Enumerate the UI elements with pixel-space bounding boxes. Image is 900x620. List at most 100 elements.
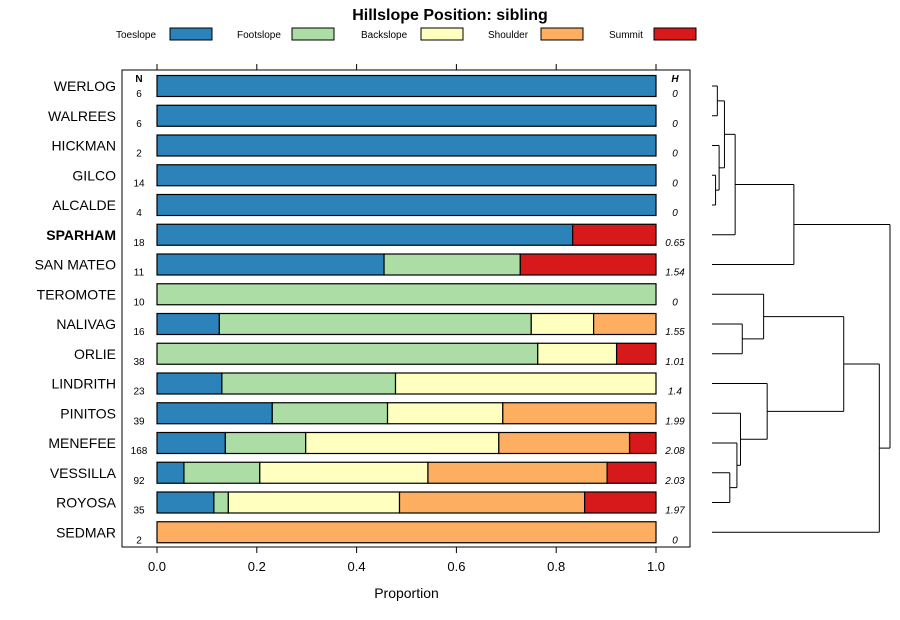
row-h-werlog: 0 xyxy=(672,89,678,100)
bar-segment-lindrith-toeslope xyxy=(156,372,223,395)
bar-segment-royosa-footslope xyxy=(213,491,229,514)
row-h-gilco: 0 xyxy=(672,178,678,189)
legend: Toeslope Footslope Backslope Shoulder Summit xyxy=(116,27,697,41)
row-label-menefee: MENEFEE xyxy=(48,435,116,451)
row-label-san-mateo: SAN MATEO xyxy=(35,257,117,273)
row-n-walrees: 6 xyxy=(136,119,142,130)
bar-segment-sparham-toeslope xyxy=(156,223,574,246)
row-h-pinitos: 1.99 xyxy=(665,416,685,427)
x-tick-label: 0.8 xyxy=(547,559,565,574)
n-column-header: N xyxy=(135,74,142,85)
row-label-sparham: SPARHAM xyxy=(46,227,116,243)
row-n-alcalde: 4 xyxy=(136,208,142,219)
row-n-san-mateo: 11 xyxy=(134,268,145,279)
bar-segment-royosa-shoulder xyxy=(398,491,586,514)
legend-swatch-summit xyxy=(653,27,697,41)
bar-segment-orlie-backslope xyxy=(537,342,618,365)
bar-segment-hickman-toeslope xyxy=(156,134,657,157)
row-label-teromote: TEROMOTE xyxy=(37,286,116,302)
row-h-sedmar: 0 xyxy=(672,535,678,546)
row-n-lindrith: 23 xyxy=(133,387,145,398)
row-n-hickman: 2 xyxy=(136,149,142,160)
legend-label-toeslope: Toeslope xyxy=(116,30,156,41)
bar-segment-pinitos-footslope xyxy=(271,402,389,425)
legend-swatch-toeslope xyxy=(169,27,213,41)
legend-label-shoulder: Shoulder xyxy=(488,30,529,41)
bar-segment-pinitos-backslope xyxy=(386,402,504,425)
row-label-orlie: ORLIE xyxy=(74,346,116,362)
row-n-orlie: 38 xyxy=(133,357,145,368)
bar-segment-teromote-footslope xyxy=(156,283,657,306)
bar-segment-menefee-footslope xyxy=(224,431,307,455)
legend-swatch-footslope xyxy=(291,27,335,41)
row-label-walrees: WALREES xyxy=(48,108,116,124)
row-label-nalivag: NALIVAG xyxy=(56,316,116,332)
row-label-hickman: HICKMAN xyxy=(51,138,116,154)
bar-segment-vessilla-backslope xyxy=(259,461,429,484)
row-h-lindrith: 1.4 xyxy=(668,387,682,398)
x-axis-label: Proportion xyxy=(374,585,439,601)
bar-segment-nalivag-footslope xyxy=(218,312,532,336)
bar-segment-royosa-summit xyxy=(584,491,657,514)
bar-segment-san-mateo-toeslope xyxy=(156,253,385,276)
row-h-alcalde: 0 xyxy=(672,208,678,219)
bar-segment-vessilla-shoulder xyxy=(427,461,608,484)
row-h-san-mateo: 1.54 xyxy=(665,268,685,279)
bar-segment-alcalde-toeslope xyxy=(156,193,657,217)
row-h-vessilla: 2.03 xyxy=(664,476,685,487)
row-h-menefee: 2.08 xyxy=(664,446,685,457)
row-h-walrees: 0 xyxy=(672,119,678,130)
x-tick-label: 0.6 xyxy=(447,559,465,574)
bar-segment-vessilla-summit xyxy=(606,461,657,484)
bar-segment-menefee-backslope xyxy=(305,431,500,455)
bar-segment-lindrith-footslope xyxy=(221,372,397,395)
bar-segment-vessilla-toeslope xyxy=(156,461,185,484)
row-label-vessilla: VESSILLA xyxy=(50,465,117,481)
row-h-hickman: 0 xyxy=(672,149,678,160)
bar-segment-pinitos-toeslope xyxy=(156,402,273,425)
row-h-teromote: 0 xyxy=(672,297,678,308)
row-n-royosa: 35 xyxy=(133,506,145,517)
row-n-sedmar: 2 xyxy=(136,535,142,546)
row-h-sparham: 0.65 xyxy=(665,238,685,249)
bar-segment-vessilla-footslope xyxy=(183,461,261,484)
row-n-werlog: 6 xyxy=(136,89,142,100)
bar-segment-sparham-summit xyxy=(572,223,657,246)
row-label-gilco: GILCO xyxy=(72,167,116,183)
bar-segment-werlog-toeslope xyxy=(156,74,657,98)
legend-label-backslope: Backslope xyxy=(361,30,408,41)
row-n-vessilla: 92 xyxy=(133,476,145,487)
row-h-royosa: 1.97 xyxy=(665,506,685,517)
row-n-sparham: 18 xyxy=(133,238,145,249)
bar-segment-orlie-footslope xyxy=(156,342,539,365)
bar-segment-nalivag-backslope xyxy=(530,312,595,336)
bars-group: WERLOG 6 0 WALREES 6 0 HICKMAN 2 0 GILCO 14 0 ALCALD… xyxy=(35,74,685,546)
x-tick-label: 1.0 xyxy=(647,559,665,574)
chart-title: Hillslope Position: sibling xyxy=(352,7,548,24)
x-tick-label: 0.0 xyxy=(148,559,166,574)
row-n-nalivag: 16 xyxy=(133,327,145,338)
row-n-menefee: 168 xyxy=(131,446,148,457)
row-h-orlie: 1.01 xyxy=(665,357,684,368)
bar-segment-royosa-backslope xyxy=(227,491,401,514)
bar-segment-orlie-summit xyxy=(615,342,657,365)
bar-segment-menefee-summit xyxy=(628,431,657,455)
x-axis: 0.0 0.2 0.4 0.6 0.8 1.0 xyxy=(148,64,665,574)
bar-segment-nalivag-shoulder xyxy=(593,312,657,336)
row-n-gilco: 14 xyxy=(133,178,145,189)
bar-segment-gilco-toeslope xyxy=(156,164,657,187)
legend-swatch-backslope xyxy=(420,27,464,41)
x-tick-label: 0.2 xyxy=(248,559,266,574)
row-label-pinitos: PINITOS xyxy=(60,405,116,421)
bar-segment-pinitos-shoulder xyxy=(502,402,657,425)
row-label-lindrith: LINDRITH xyxy=(51,376,116,392)
row-n-pinitos: 39 xyxy=(133,416,145,427)
legend-label-summit: Summit xyxy=(609,30,643,41)
row-h-nalivag: 1.55 xyxy=(665,327,685,338)
bar-segment-sedmar-shoulder xyxy=(156,521,657,544)
row-label-alcalde: ALCALDE xyxy=(52,197,116,213)
row-n-teromote: 10 xyxy=(133,297,145,308)
legend-swatch-shoulder xyxy=(540,27,584,41)
bar-segment-menefee-shoulder xyxy=(498,431,631,455)
bar-segment-san-mateo-footslope xyxy=(383,253,521,276)
